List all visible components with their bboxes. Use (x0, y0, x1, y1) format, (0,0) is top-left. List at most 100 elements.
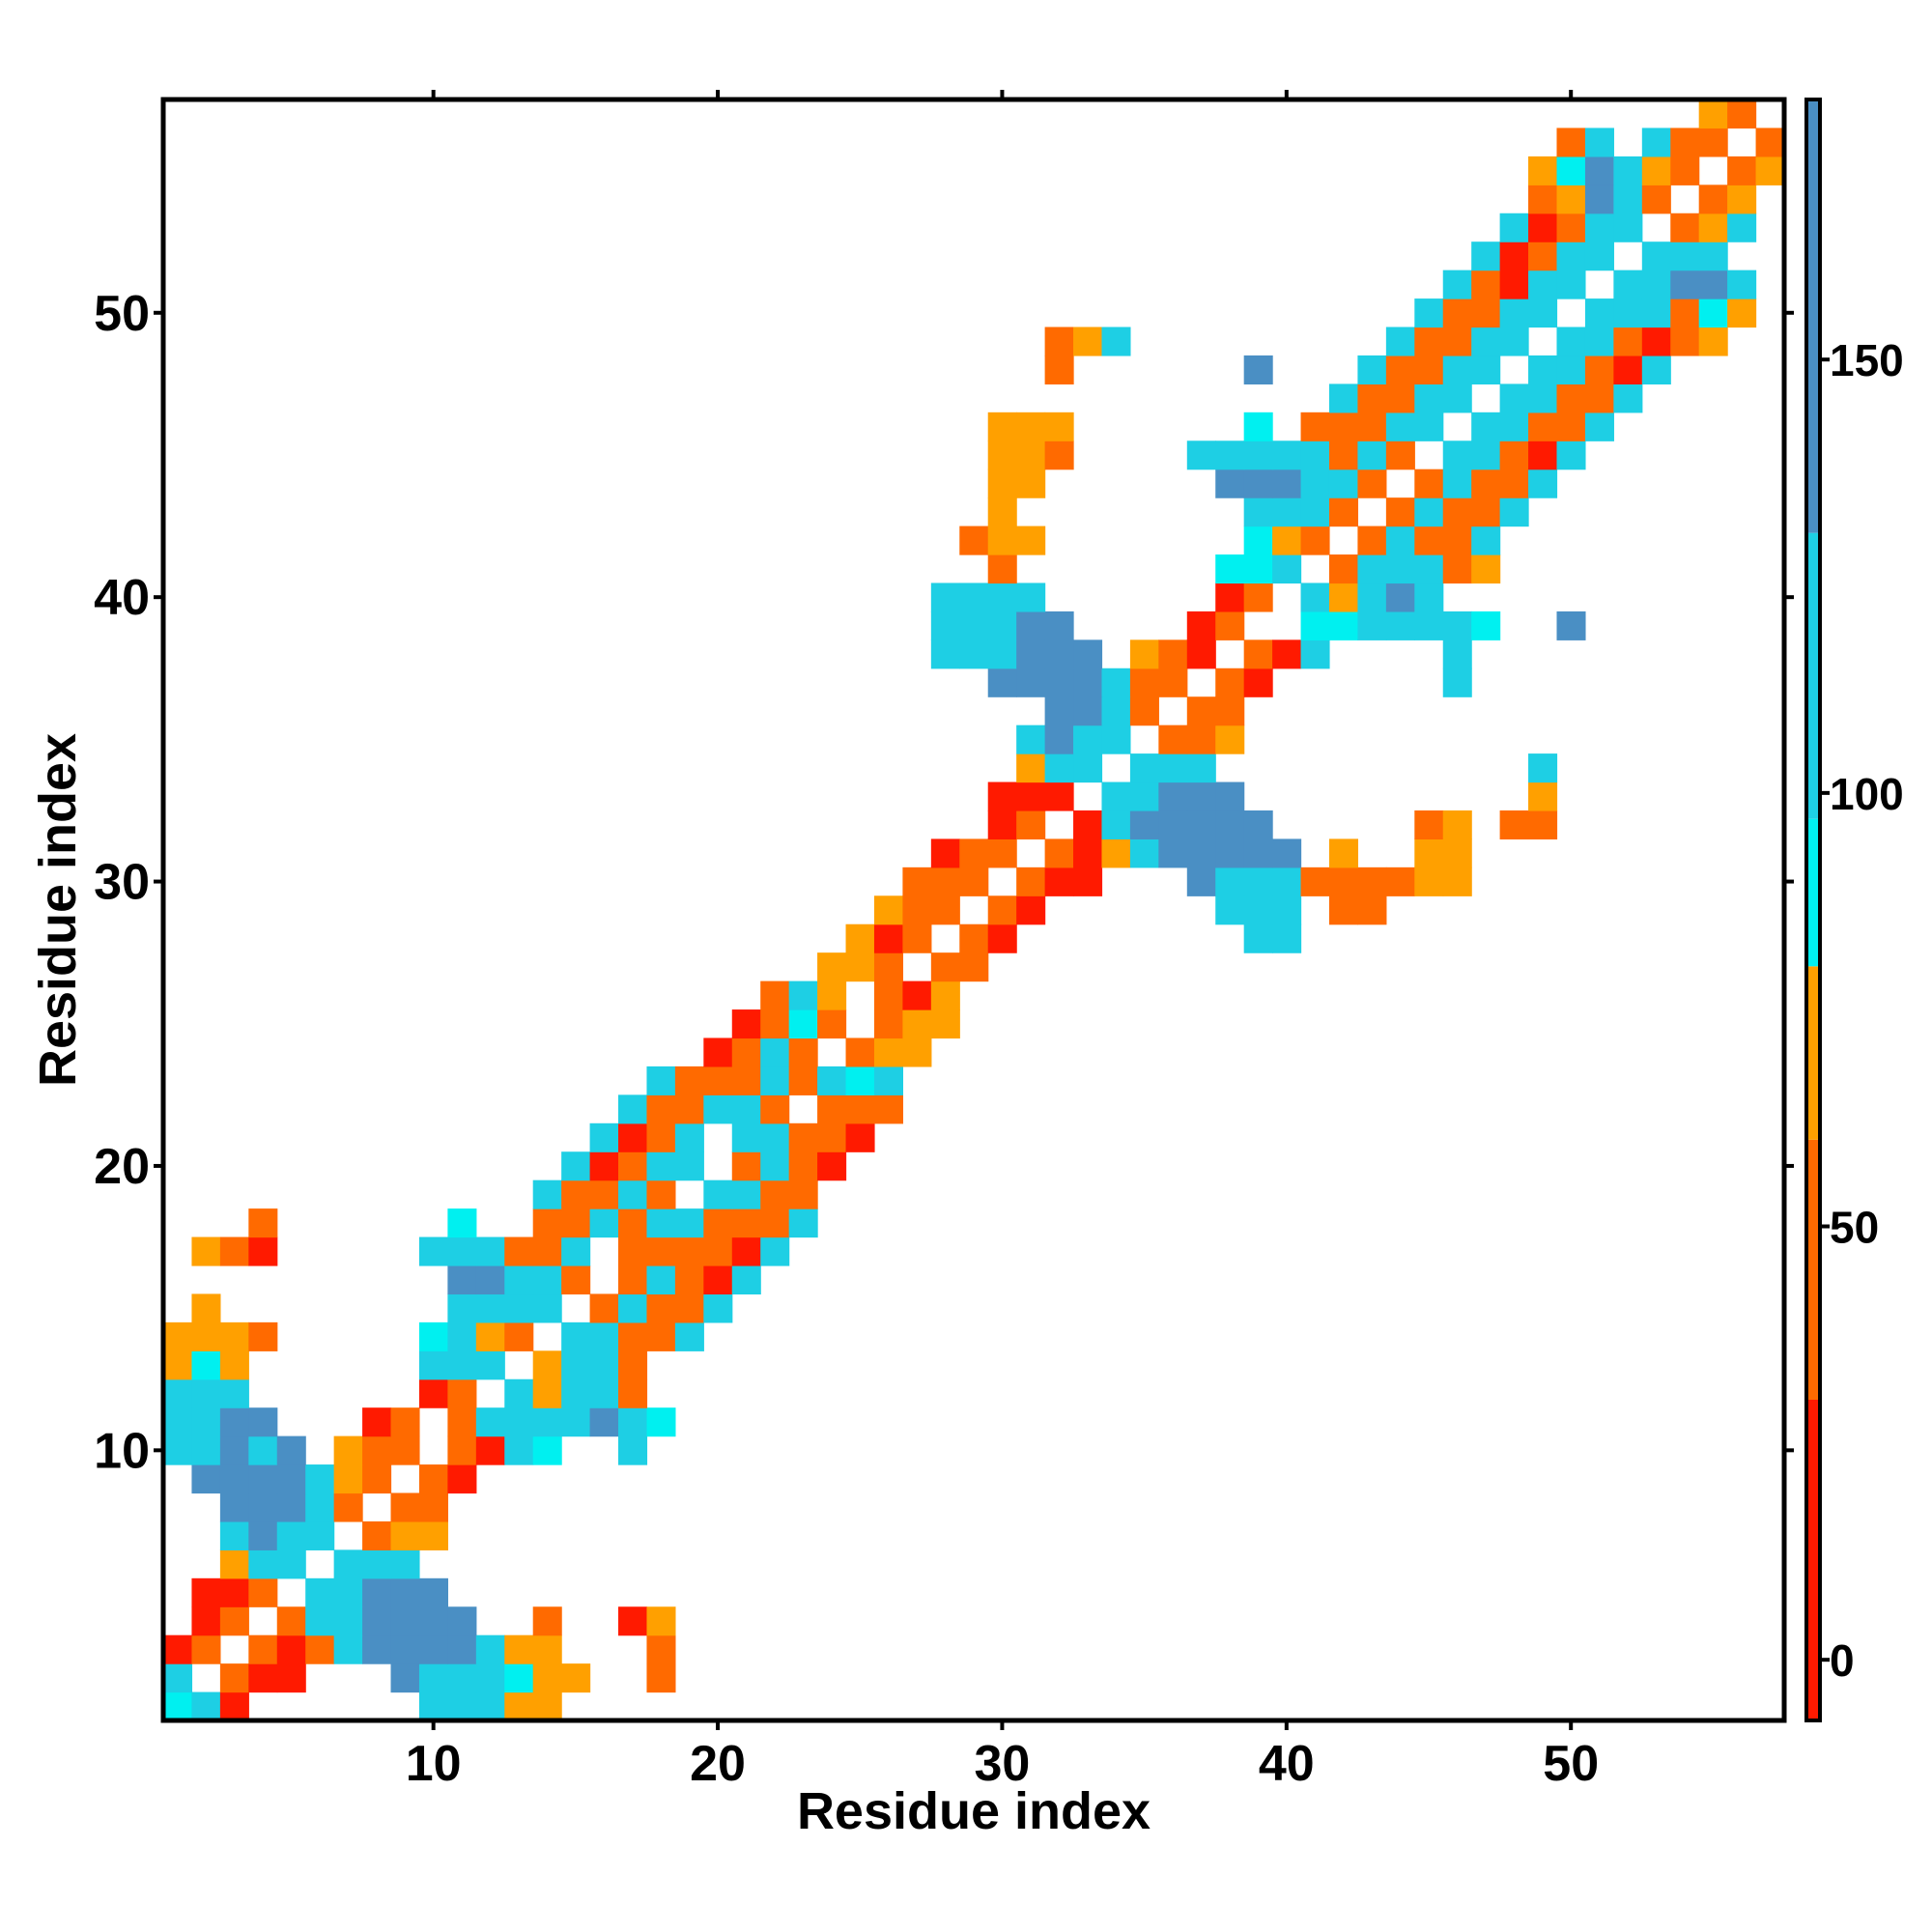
heatmap-cell (703, 1264, 733, 1295)
heatmap-cell (1727, 156, 1757, 185)
heatmap-cell (1698, 99, 1728, 129)
heatmap-cell (447, 1407, 477, 1437)
heatmap-cell (1414, 867, 1444, 896)
heatmap-cell (1755, 128, 1785, 157)
heatmap-cell (1414, 355, 1444, 384)
heatmap-cell (1357, 355, 1387, 384)
heatmap-cell (1357, 611, 1387, 640)
heatmap-cell (674, 1208, 704, 1238)
heatmap-cell (1528, 469, 1558, 498)
heatmap-cell (817, 1065, 847, 1095)
heatmap-cell (1215, 895, 1245, 925)
heatmap-cell (504, 1407, 534, 1437)
heatmap-cell (447, 1236, 477, 1266)
heatmap-cell (418, 1350, 448, 1380)
heatmap-cell (1528, 412, 1558, 441)
heatmap-cell (1215, 611, 1245, 640)
heatmap-cell (1670, 242, 1700, 271)
heatmap-cell (1414, 582, 1444, 612)
heatmap-cell (276, 1520, 306, 1550)
heatmap-cell (646, 1208, 676, 1238)
heatmap-cell (1073, 696, 1103, 726)
heatmap-cell (191, 1464, 221, 1494)
heatmap-cell (788, 1122, 818, 1152)
heatmap-cell (447, 1293, 477, 1323)
heatmap-cell (646, 1606, 676, 1636)
heatmap-cell (475, 1663, 505, 1693)
heatmap-cell (987, 668, 1017, 697)
heatmap-cell (1328, 554, 1359, 584)
heatmap-cell (1044, 611, 1074, 640)
heatmap-cell (1613, 298, 1643, 328)
heatmap-cell (248, 1663, 278, 1693)
heatmap-cell (1556, 355, 1586, 384)
heatmap-cell (1584, 298, 1614, 328)
heatmap-cell (646, 1094, 676, 1124)
heatmap-cell (1556, 611, 1586, 640)
heatmap-cell (703, 1293, 733, 1323)
heatmap-cell (618, 1179, 648, 1209)
heatmap-cell (1556, 327, 1586, 356)
heatmap-cell (1101, 327, 1131, 356)
heatmap-cell (1528, 753, 1558, 783)
heatmap-cell (987, 412, 1017, 441)
heatmap-cell (418, 1634, 448, 1664)
heatmap-cell (817, 1009, 847, 1039)
heatmap-cell (1272, 867, 1302, 896)
heatmap-cell (618, 1321, 648, 1351)
heatmap-cell (618, 1094, 648, 1124)
heatmap-cell (191, 1293, 221, 1323)
heatmap-cell (1528, 242, 1558, 271)
heatmap-cell (618, 1407, 648, 1437)
x-tick-label: 40 (1259, 1736, 1315, 1792)
heatmap-cell (163, 1435, 193, 1465)
heatmap-cell (475, 1321, 505, 1351)
heatmap-cell (1328, 440, 1359, 470)
heatmap-cell (561, 1236, 591, 1266)
heatmap-cell (1186, 724, 1216, 754)
heatmap-cell (305, 1634, 335, 1664)
heatmap-cell (333, 1634, 363, 1664)
heatmap-cell (390, 1606, 420, 1636)
heatmap-cell (646, 1122, 676, 1152)
heatmap-cell (1016, 582, 1046, 612)
heatmap-cell (873, 895, 903, 925)
heatmap-cell (191, 1577, 221, 1607)
y-tick-label: 50 (94, 286, 150, 342)
x-tick-label: 20 (690, 1736, 746, 1792)
heatmap-cell (873, 1094, 903, 1124)
heatmap-cell (1442, 668, 1472, 697)
heatmap-cell (1243, 838, 1273, 868)
heatmap-cell (1613, 185, 1643, 214)
heatmap-cell (987, 469, 1017, 498)
heatmap-cell (1499, 469, 1529, 498)
heatmap-cell (1073, 838, 1103, 868)
heatmap-cell (646, 1663, 676, 1693)
heatmap-cell (390, 1577, 420, 1607)
colorbar-band (1806, 532, 1820, 819)
heatmap-cell (1499, 327, 1529, 356)
heatmap-cell (930, 867, 960, 896)
heatmap-cell (1272, 923, 1302, 953)
heatmap-cell (532, 1663, 562, 1693)
heatmap-cell (1215, 440, 1245, 470)
heatmap-cell (475, 1264, 505, 1295)
heatmap-cell (1499, 440, 1529, 470)
heatmap-cell (1158, 639, 1188, 669)
heatmap-cell (1385, 384, 1415, 413)
heatmap-cell (1670, 327, 1700, 356)
heatmap-cell (1727, 99, 1757, 129)
heatmap-cell (1044, 781, 1074, 811)
heatmap-cell (1442, 867, 1472, 896)
heatmap-cell (163, 1407, 193, 1437)
heatmap-cell (1357, 867, 1387, 896)
heatmap-cell (191, 1634, 221, 1664)
heatmap-cell (987, 923, 1017, 953)
heatmap-cell (589, 1208, 619, 1238)
heatmap-cell (987, 781, 1017, 811)
heatmap-cell (163, 1663, 193, 1693)
heatmap-cell (1499, 497, 1529, 527)
heatmap-cell (1243, 412, 1273, 441)
heatmap-cell (418, 1321, 448, 1351)
heatmap-cell (362, 1606, 392, 1636)
